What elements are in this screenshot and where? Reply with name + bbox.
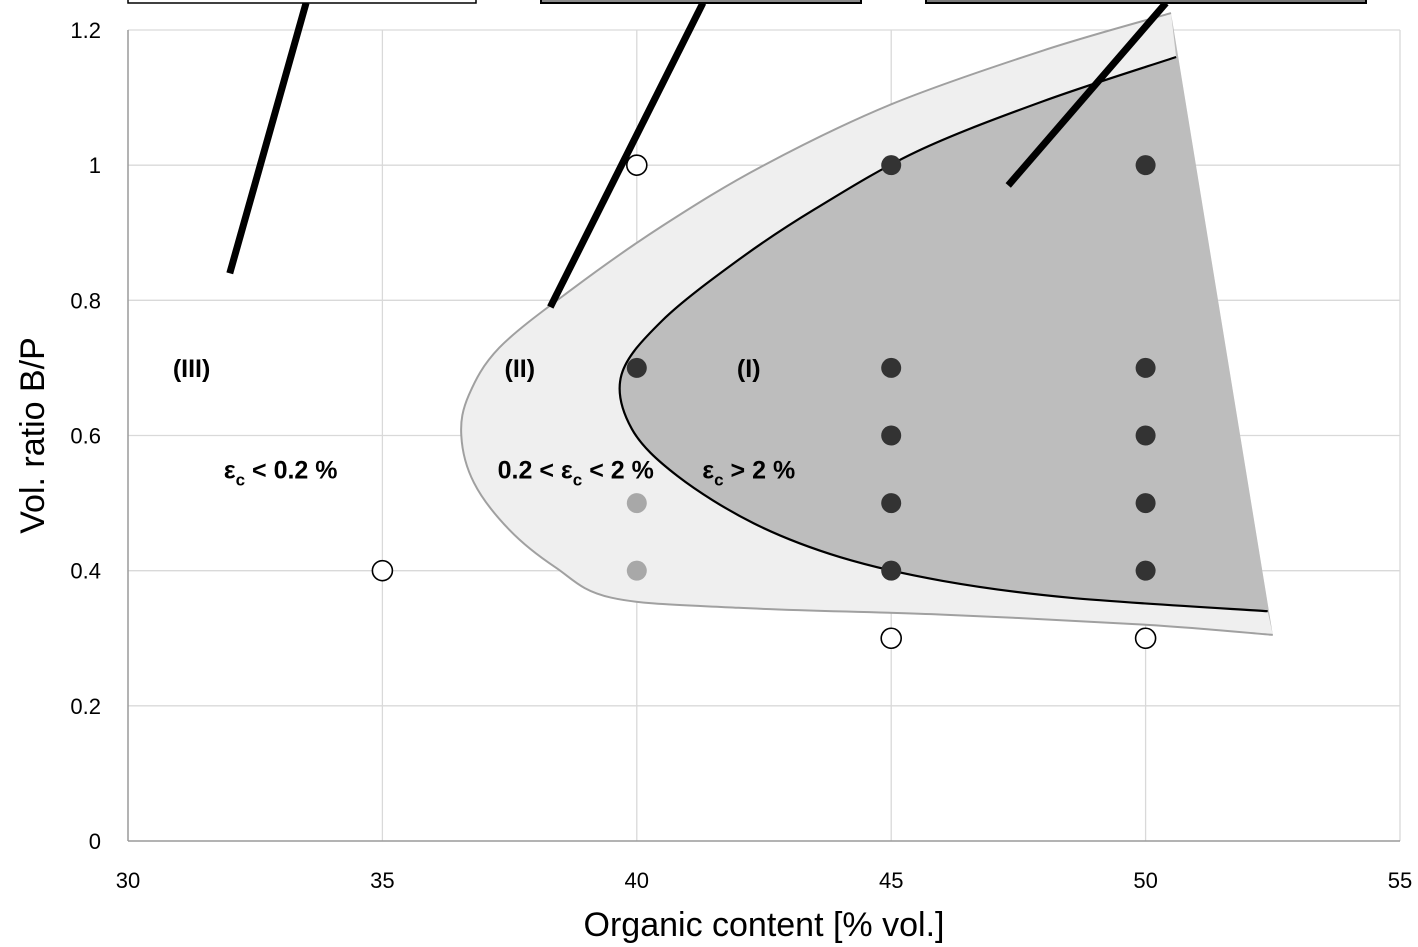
x-tick-label: 55 bbox=[1388, 868, 1412, 893]
leader-line bbox=[1005, 0, 1169, 188]
y-tick-label: 0.8 bbox=[70, 288, 101, 313]
data-point bbox=[881, 357, 902, 378]
strain-I: εc > 2 % bbox=[702, 456, 795, 489]
data-point bbox=[371, 559, 394, 582]
data-point bbox=[881, 155, 902, 176]
x-tick-label: 30 bbox=[116, 868, 140, 893]
region-ii-boundary bbox=[460, 12, 1273, 636]
data-point bbox=[626, 493, 647, 514]
y-tick-label: 0.6 bbox=[70, 424, 101, 449]
x-tick-label: 45 bbox=[879, 868, 903, 893]
y-tick-label: 0.4 bbox=[70, 559, 101, 584]
data-point bbox=[1135, 155, 1156, 176]
data-point bbox=[881, 560, 902, 581]
data-point bbox=[625, 154, 648, 176]
strain-II: 0.2 < εc < 2 % bbox=[498, 456, 654, 489]
y-tick-label: 0 bbox=[89, 829, 101, 854]
y-tick-label: 0.2 bbox=[70, 694, 101, 719]
data-point bbox=[626, 560, 647, 581]
y-tick-label: 1.2 bbox=[70, 18, 101, 43]
x-tick-label: 50 bbox=[1133, 868, 1157, 893]
inset-frame bbox=[127, 0, 477, 4]
label-III: (III) bbox=[173, 355, 211, 383]
data-point bbox=[880, 627, 903, 650]
leader-line bbox=[226, 2, 310, 275]
data-point bbox=[1135, 425, 1156, 446]
data-point bbox=[626, 357, 647, 378]
label-II: (II) bbox=[505, 355, 536, 383]
region-labels: (III) (II) (I) εc < 0.2 % 0.2 < εc < 2 % εc >… bbox=[173, 355, 795, 489]
region-i-boundary bbox=[618, 55, 1268, 613]
x-tick-label: 35 bbox=[370, 868, 394, 893]
region-i-fill bbox=[619, 13, 1273, 635]
axis: 30 35 40 45 50 55 0 0.2 0.4 0.6 0.8 1 1.2 bbox=[70, 18, 1412, 893]
inset-frame bbox=[540, 0, 862, 4]
y-tick-label: 1 bbox=[89, 153, 101, 178]
label-I: (I) bbox=[737, 355, 761, 383]
data-point bbox=[881, 493, 902, 514]
regions bbox=[460, 12, 1273, 636]
x-axis-title: Organic content [% vol.] bbox=[584, 906, 945, 944]
x-tick-label: 40 bbox=[625, 868, 649, 893]
data-points bbox=[371, 154, 1157, 650]
data-point bbox=[881, 425, 902, 446]
inset-frame bbox=[925, 0, 1367, 4]
y-axis-title: Vol. ratio B/P bbox=[14, 337, 52, 534]
data-point bbox=[1134, 627, 1157, 650]
strain-III: εc < 0.2 % bbox=[224, 456, 338, 489]
data-point bbox=[1135, 357, 1156, 378]
leader-lines bbox=[127, 0, 1367, 309]
leader-line bbox=[547, 1, 707, 309]
data-point bbox=[1135, 560, 1156, 581]
data-point bbox=[1135, 493, 1156, 514]
